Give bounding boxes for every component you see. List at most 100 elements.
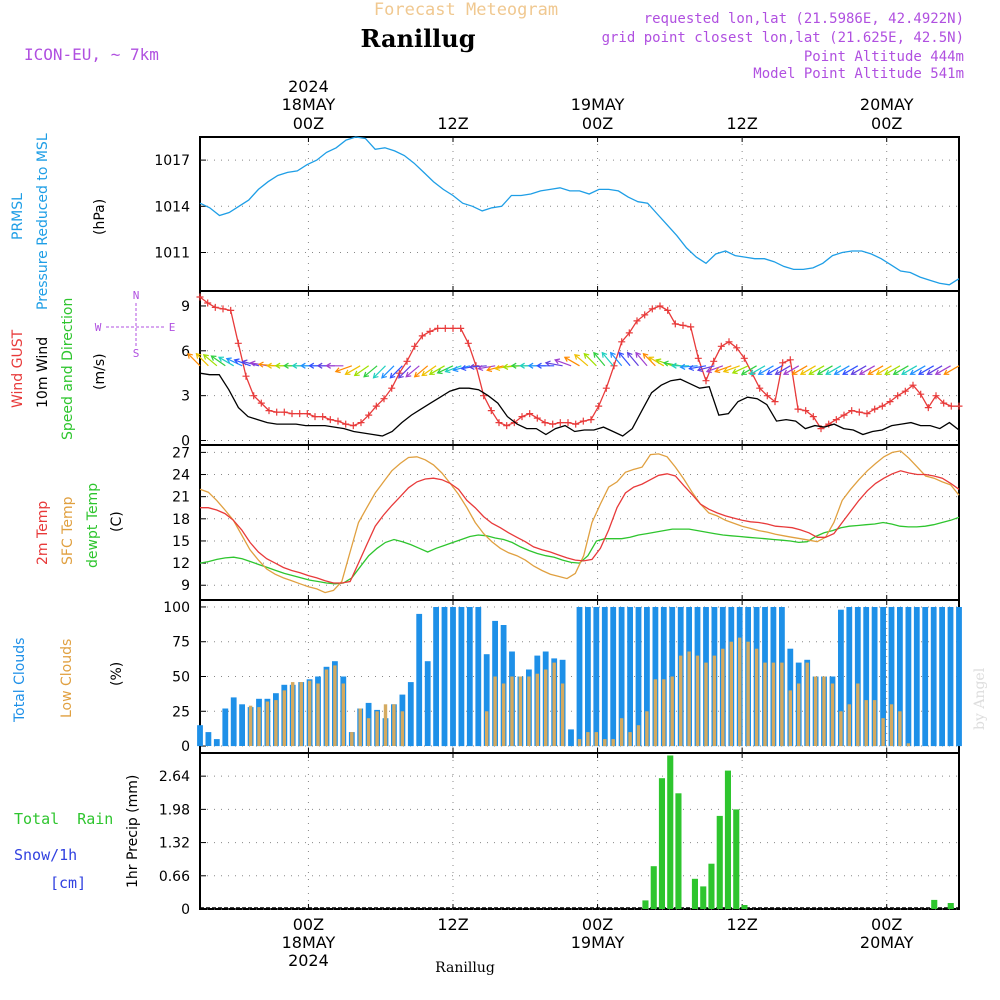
wind-gust-marker — [250, 392, 258, 400]
wind-gust-marker — [526, 410, 534, 418]
wind-direction-arrow — [901, 365, 918, 375]
precip-ytick-label: 1.32 — [159, 836, 190, 852]
total-clouds-bar — [585, 607, 591, 747]
total-clouds-bar — [888, 607, 895, 747]
wind-direction-arrow — [627, 352, 639, 367]
wind-gust-marker — [595, 402, 603, 410]
wind-gust-marker — [648, 305, 656, 313]
top-date-label: 18MAY — [282, 95, 336, 114]
low-clouds-bar — [375, 711, 379, 747]
low-clouds-bar — [872, 700, 877, 746]
wind-gust-marker — [740, 354, 748, 362]
wind-direction-arrow — [783, 365, 800, 375]
wind-direction-arrowhead — [249, 360, 256, 367]
wind-direction-arrowhead — [825, 369, 832, 375]
wind-gust-marker — [349, 422, 357, 430]
wind-direction-arrowhead — [774, 369, 781, 375]
wind-direction-arrowhead — [696, 366, 703, 373]
wind-direction-arrow — [195, 353, 209, 367]
rain-label: Total Rain — [14, 810, 113, 828]
total-clouds-bar — [416, 613, 423, 746]
bottom-year-label: 2024 — [288, 951, 329, 970]
wind-gust-marker — [418, 332, 426, 340]
wind-gust-marker — [633, 317, 641, 325]
wind-direction-arrowhead — [554, 358, 561, 365]
total-clouds-bar — [939, 607, 945, 747]
wind-direction-arrow — [868, 365, 884, 375]
wind-gust-marker — [227, 306, 235, 314]
wind-gust-marker — [411, 342, 419, 350]
total-clouds-bar — [450, 607, 456, 747]
pressure-ytick-label: 1011 — [154, 246, 190, 262]
low-clouds-bar — [493, 676, 497, 746]
wind-direction-arrow — [363, 365, 378, 378]
low-clouds-bar — [780, 662, 784, 747]
wind-direction-arrowhead — [283, 362, 289, 369]
wind-direction-arrow — [927, 365, 943, 375]
wind-direction-arrow — [203, 354, 218, 367]
wind-direction-arrow — [234, 359, 251, 367]
wind-gust-marker — [303, 410, 311, 418]
low-clouds-bar — [560, 683, 565, 747]
wind-ytick-label: 6 — [181, 344, 190, 360]
wind-direction-arrow — [689, 365, 707, 370]
wind-direction-arrow — [943, 365, 960, 375]
rain-bar — [947, 903, 954, 909]
wind-direction-arrowhead — [486, 366, 493, 373]
low-clouds-bar — [822, 676, 826, 746]
wind-direction-arrowhead — [468, 363, 475, 370]
low-clouds-bar — [881, 718, 885, 746]
wind-direction-arrow — [732, 365, 749, 374]
wind-direction-arrow — [910, 365, 926, 375]
top-hour-label: 00Z — [293, 114, 324, 133]
prmsl-line — [199, 136, 960, 286]
wind-gust-marker — [334, 417, 342, 425]
low-clouds-bar — [619, 718, 624, 746]
wind-direction-arrow — [842, 365, 859, 375]
wind-direction-arrowhead — [799, 369, 806, 375]
bottom-hour-label: 00Z — [293, 915, 324, 934]
wind-direction-arrowhead — [858, 369, 865, 375]
rain-bar — [667, 755, 674, 909]
compass-rose: N S W E — [95, 289, 176, 360]
rain-bar — [700, 886, 707, 909]
wind-gust-marker — [901, 387, 909, 395]
wind-gust-marker — [457, 324, 465, 332]
wind-gust-marker — [794, 405, 802, 413]
sfc-label: SFC Temp — [60, 496, 76, 565]
wind-direction-arrow — [583, 353, 597, 367]
bottom-date-label: 18MAY — [282, 933, 336, 952]
wind-direction-arrowhead — [705, 367, 712, 374]
wind-direction-arrowhead — [791, 369, 798, 375]
t2m-label: 2m Temp — [35, 501, 51, 565]
low-clouds-bar — [358, 708, 362, 747]
wind-direction-arrowhead — [233, 358, 240, 365]
low-clouds-bar — [813, 676, 818, 746]
wind-direction-arrow — [884, 365, 901, 375]
total-clouds-bar — [956, 607, 962, 747]
wind-gust-marker — [219, 305, 227, 313]
total-clouds-bar — [922, 607, 929, 747]
total-clouds-bar — [897, 607, 903, 747]
wind-direction-arrowhead — [593, 351, 599, 358]
wind-direction-arrow — [610, 352, 623, 367]
wind-direction-arrowhead — [808, 369, 815, 375]
wind-direction-arrowhead — [510, 362, 517, 369]
total-clouds-bar — [905, 607, 912, 747]
wind-gust-marker — [441, 324, 449, 332]
wind-direction-arrowhead — [444, 367, 451, 374]
wind-gust-marker — [917, 390, 925, 398]
bottom-hour-label: 00Z — [582, 915, 613, 934]
wind-direction-arrow — [187, 353, 201, 367]
total-clouds-bar — [483, 654, 490, 746]
low-clouds-bar — [383, 704, 388, 746]
low-clouds-bar — [603, 739, 607, 747]
rain-bar — [741, 905, 748, 909]
low-clouds-bar — [898, 711, 902, 747]
wind-direction-arrowhead — [353, 370, 360, 377]
total-clouds-bar — [407, 682, 414, 747]
temp-ytick-label: 21 — [172, 490, 190, 506]
wind-gust-marker — [802, 407, 810, 415]
wind-direction-arrow — [593, 352, 606, 367]
